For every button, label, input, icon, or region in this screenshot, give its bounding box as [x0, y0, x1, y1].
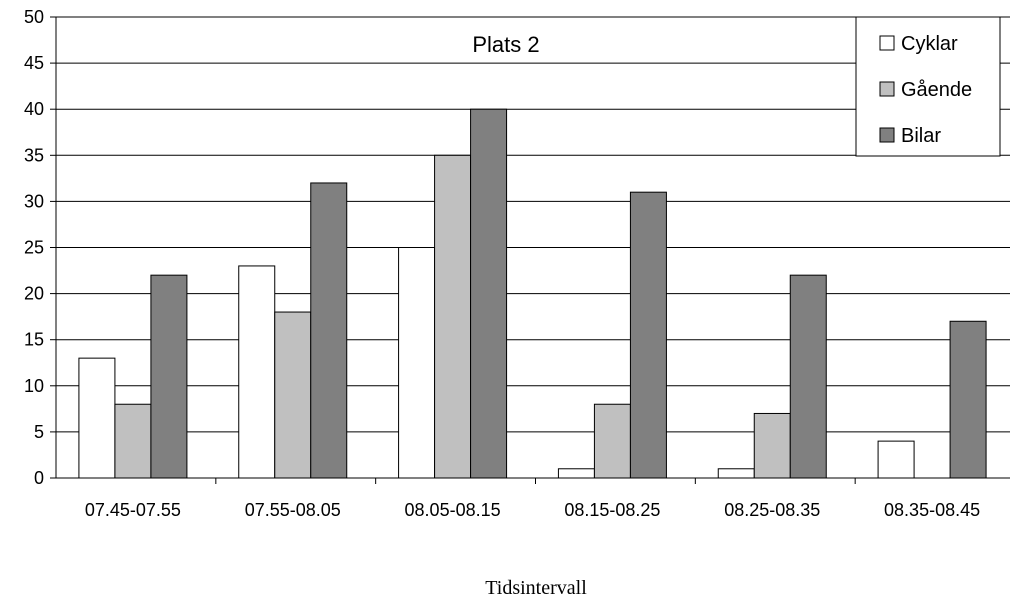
legend: Cyklar Gående Bilar — [855, 16, 1001, 157]
gridlines — [56, 16, 1010, 433]
x-tick-labels: 07.45-07.55 07.55-08.05 08.05-08.15 08.15-0… — [85, 500, 980, 520]
y-tick-label: 45 — [24, 53, 44, 73]
y-tick-label: 50 — [24, 7, 44, 27]
x-tick-label: 08.35-08.45 — [884, 500, 980, 520]
x-tick-label: 07.55-08.05 — [245, 500, 341, 520]
bar-g-ende-3 — [593, 403, 631, 479]
x-tick-label: 08.05-08.15 — [405, 500, 501, 520]
bar-cyklar-5 — [877, 440, 915, 479]
bar-cyklar-3 — [557, 468, 595, 479]
bar-bilar-5 — [949, 320, 987, 479]
bar-bilar-3 — [629, 191, 667, 479]
legend-swatch — [879, 35, 895, 51]
legend-label: Cyklar — [901, 33, 958, 55]
bar-g-ende-0 — [114, 403, 152, 479]
bar-cyklar-1 — [238, 265, 276, 479]
bar-bilar-1 — [310, 182, 348, 479]
y-tick-label: 10 — [24, 376, 44, 396]
y-tick-label: 15 — [24, 330, 44, 350]
bar-bilar-2 — [470, 108, 508, 479]
bar-bilar-4 — [789, 274, 827, 479]
bar-g-ende-4 — [753, 412, 791, 479]
x-tick-label: 08.15-08.25 — [564, 500, 660, 520]
y-tick-label: 20 — [24, 284, 44, 304]
y-tick-label: 5 — [34, 422, 44, 442]
x-tick-label: 07.45-07.55 — [85, 500, 181, 520]
x-tick-label: 08.25-08.35 — [724, 500, 820, 520]
y-tick-label: 25 — [24, 238, 44, 258]
bar-g-ende-2 — [434, 154, 472, 479]
y-tick-label: 0 — [34, 468, 44, 488]
legend-swatch — [879, 127, 895, 143]
y-tick-label: 40 — [24, 99, 44, 119]
legend-label: Bilar — [901, 125, 941, 147]
legend-label: Gående — [901, 79, 972, 101]
bar-cyklar-2 — [398, 247, 436, 479]
y-tick-labels: 0 5 10 15 20 25 30 35 40 45 50 — [24, 7, 44, 488]
bar-cyklar-0 — [78, 357, 116, 479]
bar-cyklar-4 — [717, 468, 755, 479]
bar-bilar-0 — [150, 274, 188, 479]
legend-swatch — [879, 81, 895, 97]
y-tick-label: 35 — [24, 145, 44, 165]
axes — [50, 16, 1010, 484]
bar-g-ende-1 — [274, 311, 312, 479]
chart-title: Plats 2 — [472, 32, 539, 57]
x-axis-label: Tidsintervall — [485, 577, 587, 599]
y-tick-label: 30 — [24, 191, 44, 211]
